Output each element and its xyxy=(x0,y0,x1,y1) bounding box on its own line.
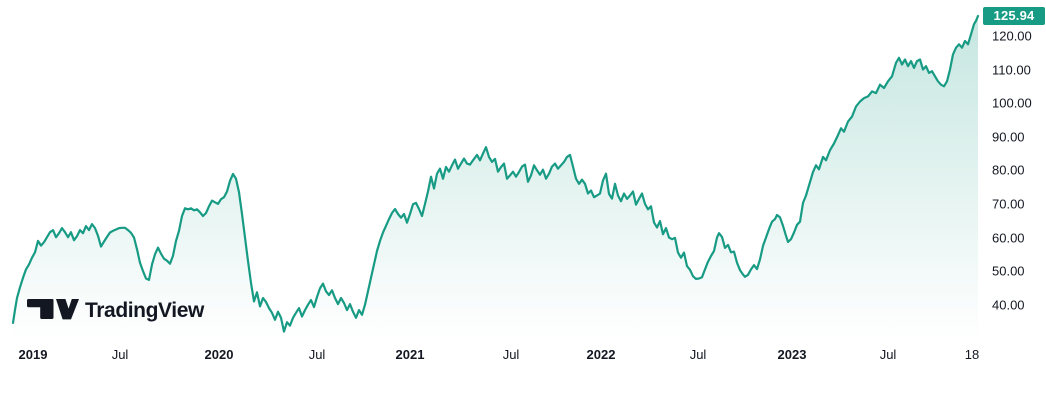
price-axis-label: 50.00 xyxy=(992,263,1025,279)
time-axis-label: Jul xyxy=(689,347,707,362)
price-axis-label: 40.00 xyxy=(992,297,1025,313)
price-axis-label: 80.00 xyxy=(992,162,1025,178)
tradingview-logo[interactable]: TradingView xyxy=(27,299,204,323)
time-axis-label: 18 xyxy=(964,347,980,362)
price-axis[interactable]: 120.00 110.00 100.00 90.00 80.00 70.00 60.00 50… xyxy=(978,0,1046,340)
last-price-value: 125.94 xyxy=(993,8,1035,24)
price-line xyxy=(11,14,980,333)
area-fill xyxy=(13,16,978,340)
tradingview-logo-icon xyxy=(27,299,79,320)
time-axis-label: 2021 xyxy=(395,347,425,362)
time-axis-label: 2019 xyxy=(18,347,48,362)
last-price-badge: 125.94 xyxy=(983,6,1045,25)
time-axis[interactable]: 2019 Jul 2020 Jul 2021 Jul 2022 Jul 2023 Jul 18 xyxy=(0,340,1046,366)
time-axis-label: Jul xyxy=(879,347,897,362)
price-axis-label: 70.00 xyxy=(992,196,1025,212)
time-axis-label: 2023 xyxy=(777,347,807,362)
time-axis-label: Jul xyxy=(111,347,129,362)
time-axis-label: 2020 xyxy=(204,347,234,362)
price-axis-label: 60.00 xyxy=(992,230,1025,246)
time-axis-label: Jul xyxy=(502,347,520,362)
time-axis-label: Jul xyxy=(308,347,326,362)
time-axis-label: 2022 xyxy=(586,347,616,362)
price-axis-label: 100.00 xyxy=(992,95,1032,111)
tradingview-logo-text: TradingView xyxy=(85,299,204,322)
price-axis-label: 120.00 xyxy=(992,28,1032,44)
price-axis-label: 110.00 xyxy=(992,62,1031,78)
price-axis-label: 90.00 xyxy=(992,129,1025,145)
